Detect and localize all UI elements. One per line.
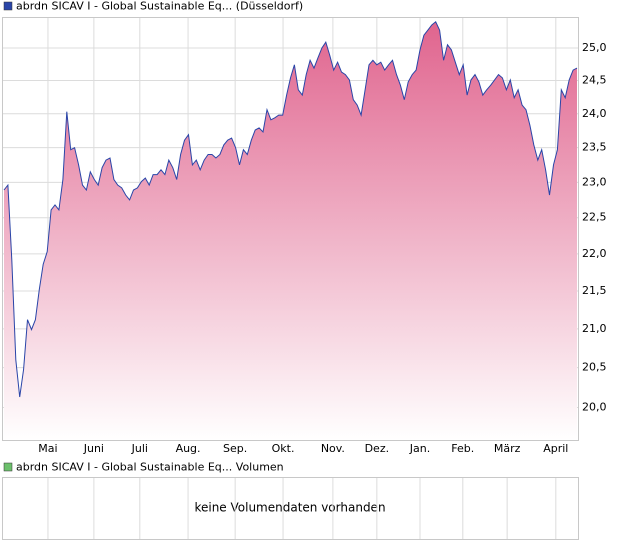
- legend-swatch: [3, 1, 13, 11]
- legend-label: abrdn SICAV I - Global Sustainable Eq...…: [16, 0, 303, 13]
- x-tick-label: Okt.: [272, 442, 295, 455]
- legend-label: abrdn SICAV I - Global Sustainable Eq...…: [16, 461, 284, 474]
- y-tick-label: 22,0: [582, 247, 607, 260]
- volume-frame: [2, 477, 579, 540]
- y-tick-label: 23,5: [582, 141, 607, 154]
- y-tick-label: 25,0: [582, 41, 607, 54]
- y-tick-label: 21,5: [582, 284, 607, 297]
- x-tick-label: März: [494, 442, 521, 455]
- x-tick-label: Jan.: [409, 442, 430, 455]
- y-tick-label: 22,5: [582, 211, 607, 224]
- x-tick-label: Feb.: [451, 442, 474, 455]
- x-tick-label: Juni: [83, 442, 104, 455]
- x-tick-label: Juli: [131, 442, 148, 455]
- x-tick-label: Aug.: [176, 442, 201, 455]
- x-tick-label: Nov.: [321, 442, 345, 455]
- x-tick-label: April: [543, 442, 568, 455]
- y-tick-label: 20,5: [582, 361, 607, 374]
- legend-swatch: [3, 462, 13, 472]
- y-tick-label: 24,0: [582, 107, 607, 120]
- x-tick-label: Dez.: [365, 442, 390, 455]
- x-tick-label: Mai: [38, 442, 57, 455]
- y-tick-label: 20,0: [582, 400, 607, 413]
- y-tick-label: 21,0: [582, 322, 607, 335]
- area: [4, 21, 577, 441]
- volume-message: keine Volumendaten vorhanden: [194, 501, 385, 515]
- x-tick-label: Sep.: [223, 442, 247, 455]
- line: [3, 21, 578, 398]
- y-tick-label: 23,0: [582, 175, 607, 188]
- y-tick-label: 24,5: [582, 74, 607, 87]
